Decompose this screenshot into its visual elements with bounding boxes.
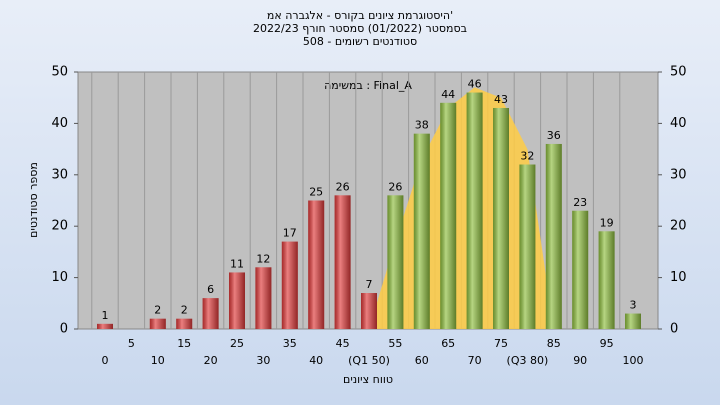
- y2-tick-label: 40: [670, 116, 687, 131]
- y-tick-label: 50: [51, 65, 68, 80]
- bar-shade: [545, 143, 562, 329]
- x-tick-label: 15: [177, 337, 191, 350]
- data-label: 12: [256, 252, 270, 265]
- x-tick-label: 90: [573, 354, 587, 367]
- data-label: 25: [309, 186, 323, 199]
- y2-tick-label: 20: [670, 219, 687, 234]
- bar-shade: [281, 241, 298, 329]
- bar-shade: [625, 313, 641, 329]
- x-tick-label: 5: [128, 337, 135, 350]
- data-label: 26: [388, 180, 402, 193]
- data-label: 11: [230, 257, 244, 270]
- y-tick-label: 30: [51, 167, 68, 182]
- x-tick-label: 65: [441, 337, 455, 350]
- x-tick-label: 0: [102, 354, 109, 367]
- title-line: בסמסטר (01/2022) סמסטר חורף 2022/23: [253, 22, 467, 35]
- data-label: 6: [207, 283, 214, 296]
- bar-shade: [572, 210, 589, 329]
- data-label: 23: [573, 196, 587, 209]
- y-tick-label: 0: [60, 322, 68, 337]
- x-tick-label: 75: [494, 337, 508, 350]
- y-tick-label: 10: [51, 270, 68, 285]
- y2-tick-label: 10: [670, 270, 687, 285]
- annotation: במשימה : Final_A: [324, 79, 412, 92]
- bar-shade: [202, 298, 219, 329]
- x-tick-label: 20: [204, 354, 218, 367]
- data-label: 7: [366, 278, 373, 291]
- x-tick-label: 40: [309, 354, 323, 367]
- x-tick-label: 70: [468, 354, 482, 367]
- bar-shade: [149, 318, 166, 329]
- bar-shade: [519, 164, 536, 329]
- bar-shade: [493, 107, 509, 329]
- title-line: סטודנטים רשומים - 508: [303, 35, 417, 48]
- bar-shade: [361, 293, 377, 329]
- data-label: 2: [181, 304, 188, 317]
- x-tick-label: 95: [600, 337, 614, 350]
- data-label: 19: [600, 216, 614, 229]
- x-tick-label: 100: [623, 354, 644, 367]
- bar-shade: [387, 195, 404, 329]
- x-tick-label: 45: [336, 337, 350, 350]
- bar-shade: [255, 267, 272, 329]
- x-tick-label: 60: [415, 354, 429, 367]
- bar-shade: [413, 133, 430, 329]
- x-tick-label: 25: [230, 337, 244, 350]
- y-axis-label: מספר סטודנטים: [27, 162, 40, 238]
- y-tick-label: 40: [51, 116, 68, 131]
- title-line: היסטוגרמת ציונים בקורס - אלגברה אמ': [267, 9, 453, 22]
- data-label: 2: [154, 304, 161, 317]
- data-label: 26: [336, 180, 350, 193]
- data-label: 46: [468, 78, 482, 91]
- x-tick-label: 10: [151, 354, 165, 367]
- y2-tick-label: 0: [670, 322, 678, 337]
- data-label: 36: [547, 129, 561, 142]
- bar-shade: [334, 195, 351, 329]
- bar-shade: [466, 92, 483, 329]
- data-label: 44: [441, 88, 455, 101]
- x-tick-label: 55: [388, 337, 402, 350]
- data-label: 38: [415, 119, 429, 132]
- y-tick-label: 20: [51, 219, 68, 234]
- data-label: 17: [283, 227, 297, 240]
- data-label: 43: [494, 93, 508, 106]
- data-label: 1: [102, 309, 109, 322]
- bar-shade: [229, 272, 245, 329]
- x-tick-label: 35: [283, 337, 297, 350]
- y2-tick-label: 50: [670, 65, 687, 80]
- data-label: 32: [520, 150, 534, 163]
- x-tick-label: (Q1 50): [348, 354, 390, 367]
- bar-shade: [176, 318, 193, 329]
- bar-shade: [440, 102, 457, 329]
- bar-shade: [97, 323, 113, 329]
- bar-shade: [308, 200, 325, 329]
- x-axis-label: טווח ציונים: [343, 373, 393, 386]
- x-tick-label: (Q3 80): [507, 354, 549, 367]
- x-tick-label: 85: [547, 337, 561, 350]
- y2-tick-label: 30: [670, 167, 687, 182]
- bar-shade: [598, 231, 615, 329]
- data-label: 3: [630, 299, 637, 312]
- x-tick-label: 30: [256, 354, 270, 367]
